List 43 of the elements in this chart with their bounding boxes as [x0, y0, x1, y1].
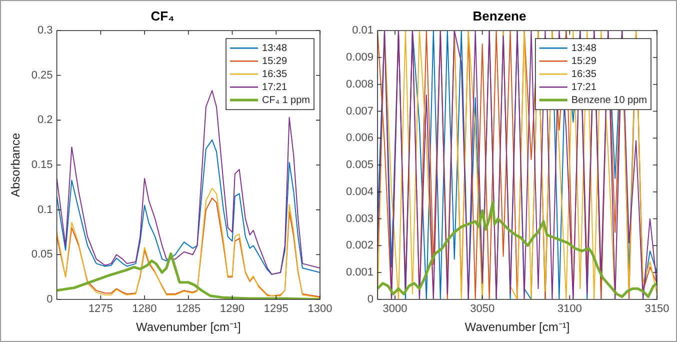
y-tick-label: 0.001 — [346, 266, 374, 279]
legend-label: 13:48 — [262, 42, 288, 54]
x-tick-label: 3000 — [382, 303, 408, 316]
x-axis-title: Wavenumber [cm⁻¹] — [464, 320, 570, 334]
chart-title: CF₄ — [150, 8, 174, 24]
x-tick-label: 1300 — [308, 303, 332, 316]
y-tick-label: 0.004 — [346, 186, 374, 198]
legend-label: 16:35 — [262, 68, 288, 80]
chart-title: Benzene — [472, 8, 526, 24]
y-tick-label: 0.008 — [346, 78, 374, 90]
y-tick-label: 0 — [46, 293, 53, 306]
x-tick-label: 1285 — [176, 303, 201, 316]
legend-label: 17:21 — [571, 82, 597, 93]
y-tick-label: 0.006 — [346, 132, 374, 144]
y-tick-label: 0.007 — [346, 105, 374, 118]
legend-label: 15:29 — [262, 56, 288, 67]
y-tick-label: 0.2 — [38, 114, 53, 126]
y-tick-label: 0.05 — [31, 248, 53, 261]
legend-label: Benzene 10 ppm — [571, 94, 648, 106]
y-tick-label: 0.01 — [352, 24, 374, 37]
y-tick-label: 0.1 — [38, 204, 53, 216]
x-tick-label: 1275 — [88, 303, 113, 316]
y-tick-label: 0.005 — [346, 159, 374, 172]
y-tick-label: 0 — [367, 293, 374, 306]
y-tick-label: 0.003 — [346, 212, 374, 225]
x-tick-label: 3150 — [644, 303, 670, 316]
legend-label: 17:21 — [262, 82, 288, 93]
y-tick-label: 0.009 — [346, 52, 374, 64]
x-axis-title: Wavenumber [cm⁻¹] — [136, 320, 241, 334]
y-tick-label: 0.3 — [38, 24, 53, 37]
legend-label: 13:48 — [571, 42, 597, 54]
x-tick-label: 3050 — [470, 303, 495, 316]
y-tick-label: 0.002 — [346, 240, 374, 252]
legend-label: 16:35 — [571, 68, 597, 80]
x-tick-label: 1295 — [264, 303, 288, 316]
x-tick-label: 1280 — [132, 303, 157, 316]
x-tick-label: 3100 — [557, 303, 582, 316]
legend-label: CF₄ 1 ppm — [262, 94, 310, 106]
y-axis-title: Absorbance — [8, 132, 23, 198]
y-tick-label: 0.25 — [31, 69, 53, 82]
legend-label: 15:29 — [571, 56, 597, 67]
x-tick-label: 1290 — [220, 303, 245, 316]
y-tick-label: 0.15 — [31, 159, 53, 172]
